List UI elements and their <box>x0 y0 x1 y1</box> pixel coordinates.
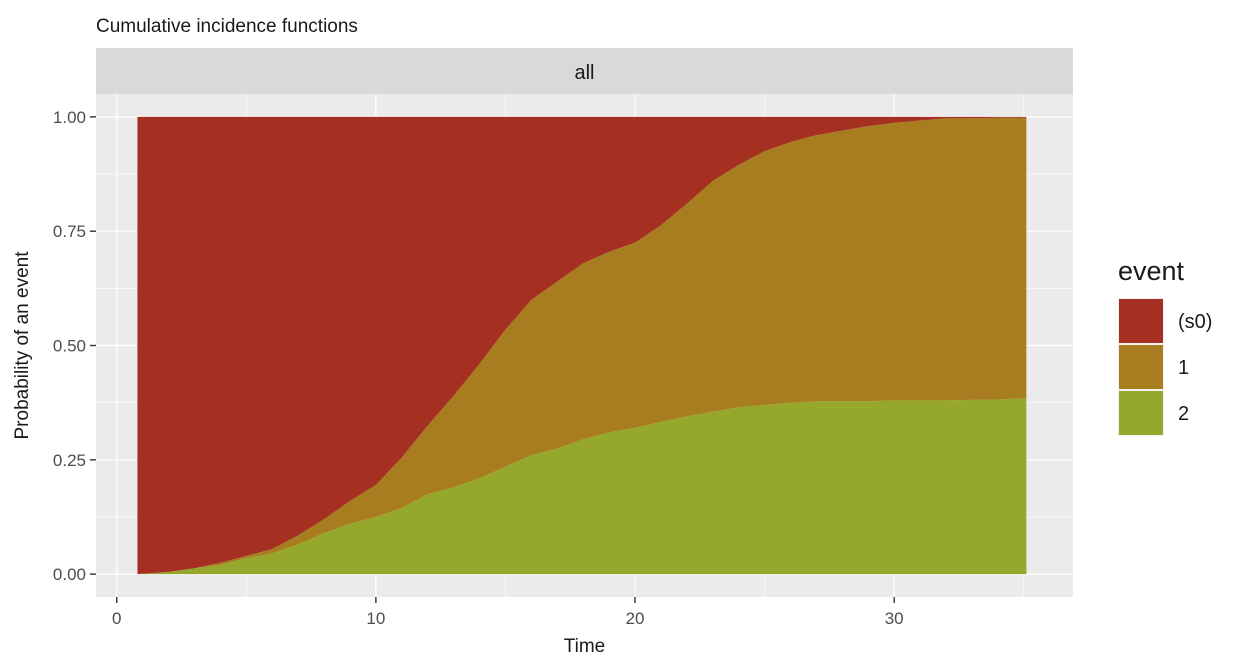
x-tick-label: 30 <box>885 609 904 628</box>
y-axis: 0.00 0.25 0.50 0.75 1.00 <box>53 108 96 584</box>
facet-strip <box>96 48 1073 94</box>
y-tick-label: 0.00 <box>53 565 86 584</box>
legend-swatch <box>1119 345 1163 389</box>
area-layer <box>96 94 1073 597</box>
legend-title: event <box>1118 256 1185 286</box>
x-tick-label: 10 <box>366 609 385 628</box>
y-tick-label: 0.75 <box>53 222 86 241</box>
y-tick-label: 0.25 <box>53 451 86 470</box>
legend-label: (s0) <box>1178 311 1212 333</box>
area-series-2 <box>137 398 1027 575</box>
y-tick-label: 1.00 <box>53 108 86 127</box>
x-tick-label: 0 <box>112 609 121 628</box>
area-series-s0 <box>137 116 1027 575</box>
legend: event (s0) 1 2 <box>1118 256 1212 436</box>
y-axis-label: Probability of an event <box>12 251 33 440</box>
chart-title: Cumulative incidence functions <box>96 16 358 37</box>
x-axis: 0 10 20 30 <box>112 597 904 628</box>
y-tick-label: 0.50 <box>53 337 86 356</box>
legend-swatch <box>1119 299 1163 343</box>
x-axis-label: Time <box>564 636 606 657</box>
legend-label: 1 <box>1178 357 1189 379</box>
facet-label: all <box>574 62 594 84</box>
area-series-1 <box>137 117 1027 575</box>
x-tick-label: 20 <box>626 609 645 628</box>
legend-swatch <box>1119 391 1163 435</box>
legend-label: 2 <box>1178 403 1189 425</box>
